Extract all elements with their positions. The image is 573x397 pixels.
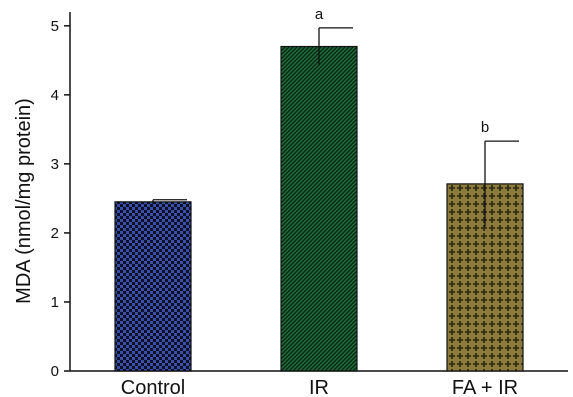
y-tick-label: 0 <box>51 363 59 380</box>
category-label: IR <box>309 377 329 397</box>
y-ticks: 0 1 2 3 4 5 <box>51 18 70 380</box>
y-tick-label: 1 <box>51 294 59 311</box>
error-bars <box>152 27 519 227</box>
category-label: Control <box>121 377 185 397</box>
y-tick-label: 4 <box>51 87 59 104</box>
y-tick-label: 3 <box>51 156 59 173</box>
category-labels: Control IR FA + IR <box>121 377 518 397</box>
significance-label: a <box>315 6 324 23</box>
y-axis-title: MDA (nmol/mg protein) <box>13 98 35 304</box>
y-tick-label: 5 <box>51 18 59 35</box>
significance-label: b <box>481 119 489 136</box>
y-tick-label: 2 <box>51 225 59 242</box>
bar-control <box>114 201 192 372</box>
category-label: FA + IR <box>452 377 518 397</box>
significance-annotations: ab <box>315 6 489 136</box>
bars <box>114 45 524 372</box>
bar-ir <box>280 45 358 372</box>
